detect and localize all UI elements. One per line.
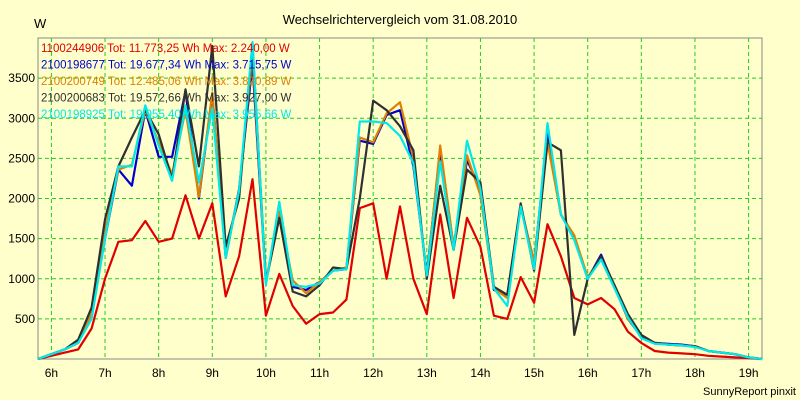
- chart-title: Wechselrichtervergleich vom 31.08.2010: [283, 12, 518, 27]
- x-tick-label: 14h: [470, 366, 490, 380]
- legend-entry: 2100200683 Tot: 19.572,66 Wh Max: 3.927,…: [41, 93, 292, 105]
- legend: 1100244906 Tot: 11.773,25 Wh Max: 2.240,…: [41, 43, 292, 121]
- grid: [38, 38, 762, 359]
- x-tick-label: 18h: [685, 366, 705, 380]
- x-tick-label: 15h: [524, 366, 544, 380]
- x-tick-label: 19h: [739, 366, 759, 380]
- series-lines: [37, 40, 763, 361]
- series-line-1100244906: [37, 178, 763, 361]
- y-tick-label: 500: [15, 312, 35, 326]
- legend-entry: 2100198925 Tot: 19.955,40 Wh Max: 3.955,…: [41, 109, 292, 121]
- legend-entry: 1100244906 Tot: 11.773,25 Wh Max: 2.240,…: [41, 43, 290, 55]
- y-axis-label: W: [34, 16, 47, 31]
- x-tick-label: 7h: [98, 366, 111, 380]
- series-line-2100200683: [37, 43, 763, 361]
- y-tick-label: 2500: [8, 151, 35, 165]
- y-tick-label: 2000: [8, 192, 35, 206]
- x-tick-label: 10h: [256, 366, 276, 380]
- x-tick-label: 9h: [206, 366, 219, 380]
- x-tick-label: 6h: [45, 366, 58, 380]
- y-tick-label: 3000: [8, 111, 35, 125]
- footer-credit: SunnyReport pinxit: [703, 386, 796, 398]
- series-line-2100198925: [37, 40, 763, 361]
- x-axis-ticks: 6h 7h 8h 9h 10h 11h 12h 13h 14h 15h 16h 17h 18h 19h: [45, 366, 759, 380]
- x-tick-label: 11h: [310, 366, 329, 380]
- x-tick-label: 13h: [417, 366, 437, 380]
- y-tick-label: 1500: [8, 232, 35, 246]
- x-tick-label: 8h: [152, 366, 165, 380]
- legend-entry: 2100200749 Tot: 12.485,06 Wh Max: 3.820,…: [41, 76, 292, 88]
- legend-entry: 2100198677 Tot: 19.677,34 Wh Max: 3.715,…: [41, 60, 292, 72]
- y-axis-ticks: 500 1000 1500 2000 2500 3000 3500: [8, 71, 35, 326]
- x-tick-label: 12h: [363, 366, 383, 380]
- x-tick-label: 16h: [578, 366, 598, 380]
- y-tick-label: 1000: [8, 272, 35, 286]
- y-tick-label: 3500: [8, 71, 35, 85]
- x-tick-label: 17h: [631, 366, 651, 380]
